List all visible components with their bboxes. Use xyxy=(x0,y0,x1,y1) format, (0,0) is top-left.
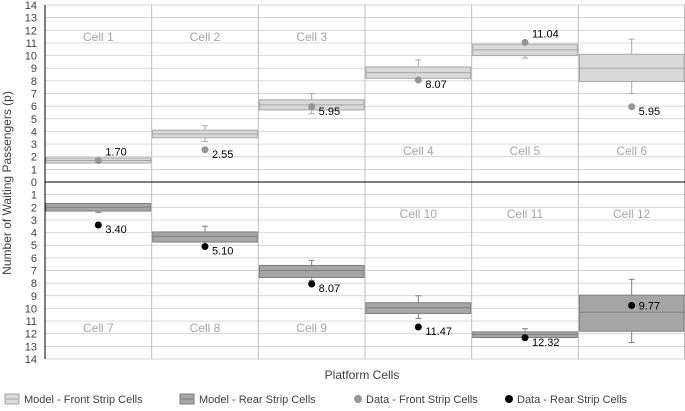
y-tick-label: 5 xyxy=(31,240,37,252)
front-data-point xyxy=(414,76,422,84)
cell-label-front: Cell 4 xyxy=(403,144,434,158)
legend-swatch-rear-data xyxy=(505,395,513,403)
y-tick-label: 12 xyxy=(25,329,37,341)
y-tick-label: 8 xyxy=(31,278,37,290)
y-tick-label: 11 xyxy=(26,38,37,50)
y-tick-label: 0 xyxy=(31,177,37,189)
y-tick-label: 14 xyxy=(25,354,37,366)
legend-label: Data - Front Strip Cells xyxy=(366,394,478,406)
y-tick-label: 4 xyxy=(31,126,37,138)
y-axis-title: Number of Waiting Passengers (p) xyxy=(0,91,14,275)
rear-model-box xyxy=(578,294,685,332)
y-tick-label: 13 xyxy=(25,13,37,25)
legend-label: Data - Rear Strip Cells xyxy=(517,394,628,406)
rear-data-point xyxy=(628,302,636,310)
y-tick-label: 7 xyxy=(31,89,37,101)
front-data-point xyxy=(94,157,102,165)
y-tick-label: 10 xyxy=(25,51,37,63)
rear-data-point xyxy=(521,334,529,342)
front-data-label: 1.70 xyxy=(105,147,126,159)
rear-data-point xyxy=(414,323,422,331)
y-tick-label: 2 xyxy=(31,152,37,164)
legend-swatch-front-data xyxy=(354,395,362,403)
rear-model-box xyxy=(258,264,365,278)
y-tick-label: 11 xyxy=(26,316,37,328)
rear-data-label: 8.07 xyxy=(319,283,340,295)
y-tick-label: 1 xyxy=(31,190,37,202)
cell-label-front: Cell 5 xyxy=(510,144,541,158)
y-tick-label: 1 xyxy=(31,164,37,176)
y-tick-label: 5 xyxy=(31,114,37,126)
front-data-label: 8.07 xyxy=(425,79,446,91)
y-tick-label: 3 xyxy=(31,215,37,227)
cell-label-rear: Cell 9 xyxy=(296,321,327,335)
legend-label: Model - Front Strip Cells xyxy=(24,394,143,406)
rear-data-label: 11.47 xyxy=(425,326,452,338)
cell-label-front: Cell 3 xyxy=(296,30,327,44)
y-tick-label: 9 xyxy=(31,63,37,75)
y-tick-label: 4 xyxy=(31,228,37,240)
grid-layer xyxy=(45,4,685,360)
cell-label-rear: Cell 8 xyxy=(190,321,221,335)
y-tick-label: 6 xyxy=(31,101,37,113)
rear-data-label: 9.77 xyxy=(639,301,660,313)
y-tick-label: 13 xyxy=(25,341,37,353)
cell-label-rear: Cell 11 xyxy=(507,207,544,221)
cell-labels: Cell 1 Cell 2 Cell 3 Cell 4 Cell 5 Cell 6 Cell… xyxy=(83,30,651,335)
rear-data-label: 5.10 xyxy=(212,245,233,257)
cell-label-rear: Cell 12 xyxy=(613,207,651,221)
rear-data-point xyxy=(308,280,316,288)
rear-data-point xyxy=(94,221,102,229)
y-tick-label: 3 xyxy=(31,139,37,151)
rear-data-label: 12.32 xyxy=(532,337,560,349)
cell-label-front: Cell 2 xyxy=(190,30,221,44)
rear-data-label: 3.40 xyxy=(105,224,126,236)
y-tick-label: 10 xyxy=(25,303,37,315)
y-tick-label: 14 xyxy=(25,0,37,12)
y-tick-label: 8 xyxy=(31,76,37,88)
front-data-label: 5.95 xyxy=(319,106,340,118)
y-tick-label: 2 xyxy=(31,202,37,214)
legend: Model - Front Strip Cells Model - Rear St… xyxy=(4,393,628,406)
cell-label-front: Cell 6 xyxy=(616,144,647,158)
rear-data-point xyxy=(201,242,209,250)
x-axis-title: Platform Cells xyxy=(325,368,400,382)
front-data-point xyxy=(628,103,636,111)
cell-label-front: Cell 1 xyxy=(83,30,114,44)
y-tick-label: 7 xyxy=(31,266,37,278)
data-points: 1.70 2.55 5.95 8.07 11.04 5.95 3.40 5.10 8.07 11.… xyxy=(94,28,660,349)
front-data-point xyxy=(521,38,529,46)
y-tick-label: 6 xyxy=(31,253,37,265)
rear-model-box xyxy=(152,231,258,243)
cell-label-rear: Cell 7 xyxy=(83,321,114,335)
front-data-point xyxy=(201,146,209,154)
cell-label-rear: Cell 10 xyxy=(400,207,438,221)
model-boxes xyxy=(45,38,685,344)
legend-label: Model - Rear Strip Cells xyxy=(199,394,316,406)
front-data-point xyxy=(308,103,316,111)
axes xyxy=(44,5,685,359)
front-data-label: 2.55 xyxy=(212,149,233,161)
y-tick-label: 9 xyxy=(31,291,37,303)
y-tick-label: 12 xyxy=(25,25,37,37)
front-data-label: 5.95 xyxy=(639,106,660,118)
front-data-label: 11.04 xyxy=(532,28,559,40)
